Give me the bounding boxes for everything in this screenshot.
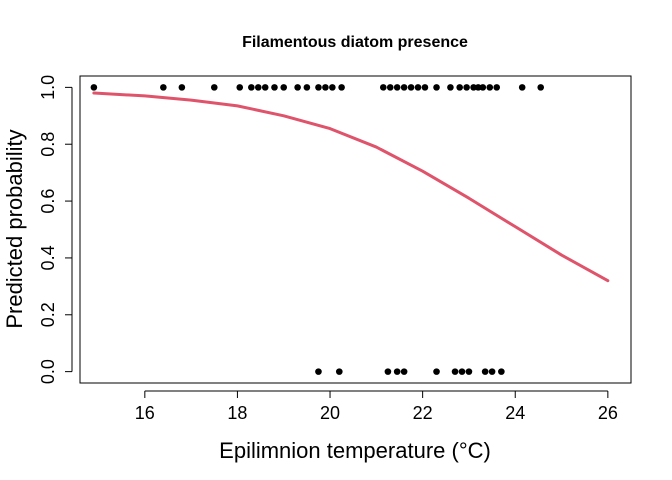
observation-point (537, 84, 545, 91)
chart-title: Filamentous diatom presence (242, 34, 468, 51)
observation-point (261, 84, 269, 91)
y-tick-label: 0.0 (38, 359, 58, 384)
observation-point (315, 84, 322, 91)
observation-point (322, 84, 329, 91)
x-tick-label: 18 (227, 403, 247, 423)
y-axis: 0.0 0.2 0.4 0.6 0.8 1.0 (38, 75, 73, 384)
observation-point (481, 368, 489, 375)
observation-point (498, 368, 505, 375)
observation-point (463, 84, 470, 91)
observation-point (414, 84, 422, 91)
observation-point (248, 84, 255, 91)
observation-point (474, 84, 482, 91)
observation-point (407, 84, 415, 91)
y-tick-label: 0.2 (38, 302, 58, 327)
observation-point (400, 84, 408, 91)
observation-point (315, 368, 322, 375)
y-tick-label: 0.4 (38, 245, 58, 270)
x-axis: 16 18 20 22 24 26 (135, 390, 618, 423)
x-tick-label: 22 (413, 403, 433, 423)
fitted-curve-layer (92, 91, 610, 283)
observation-point (451, 368, 459, 375)
observation-point (338, 84, 345, 91)
observation-point (465, 368, 473, 375)
y-axis-label: Predicted probability (2, 129, 27, 328)
observation-point (486, 84, 494, 91)
observation-point (384, 368, 392, 375)
observation-point (90, 84, 98, 91)
observation-point (458, 368, 466, 375)
observation-point (335, 368, 343, 375)
x-tick-label: 26 (598, 403, 618, 423)
observation-point (479, 84, 487, 91)
observation-point (210, 84, 218, 91)
y-tick-label: 0.6 (38, 189, 58, 214)
x-tick-label: 24 (505, 403, 525, 423)
observation-point (329, 84, 336, 91)
y-tick-label: 1.0 (38, 75, 58, 100)
observation-point (433, 368, 440, 375)
observation-point (421, 84, 429, 91)
x-tick-label: 20 (320, 403, 340, 423)
fitted-probability-curve (92, 91, 610, 283)
plot-frame (79, 75, 632, 384)
points-layer (90, 84, 545, 375)
observation-point (518, 84, 526, 91)
observation-point (280, 84, 288, 91)
observation-point (294, 84, 301, 91)
observation-point (386, 84, 394, 91)
observation-point (433, 84, 440, 91)
y-tick-label: 0.8 (38, 132, 58, 157)
observation-point (456, 84, 463, 91)
observation-point (493, 84, 501, 91)
observation-point (236, 84, 244, 91)
x-tick-label: 16 (135, 403, 155, 423)
observation-point (254, 84, 262, 91)
observation-point (178, 84, 186, 91)
observation-point (160, 84, 167, 91)
observation-point (271, 84, 278, 91)
x-axis-label: Epilimnion temperature (°C) (219, 438, 491, 463)
observation-point (379, 84, 387, 91)
observation-point (470, 84, 477, 91)
observation-point (400, 368, 408, 375)
observation-point (447, 84, 454, 91)
observation-point (393, 368, 401, 375)
observation-point (488, 368, 496, 375)
observation-point (393, 84, 401, 91)
observation-point (303, 84, 311, 91)
